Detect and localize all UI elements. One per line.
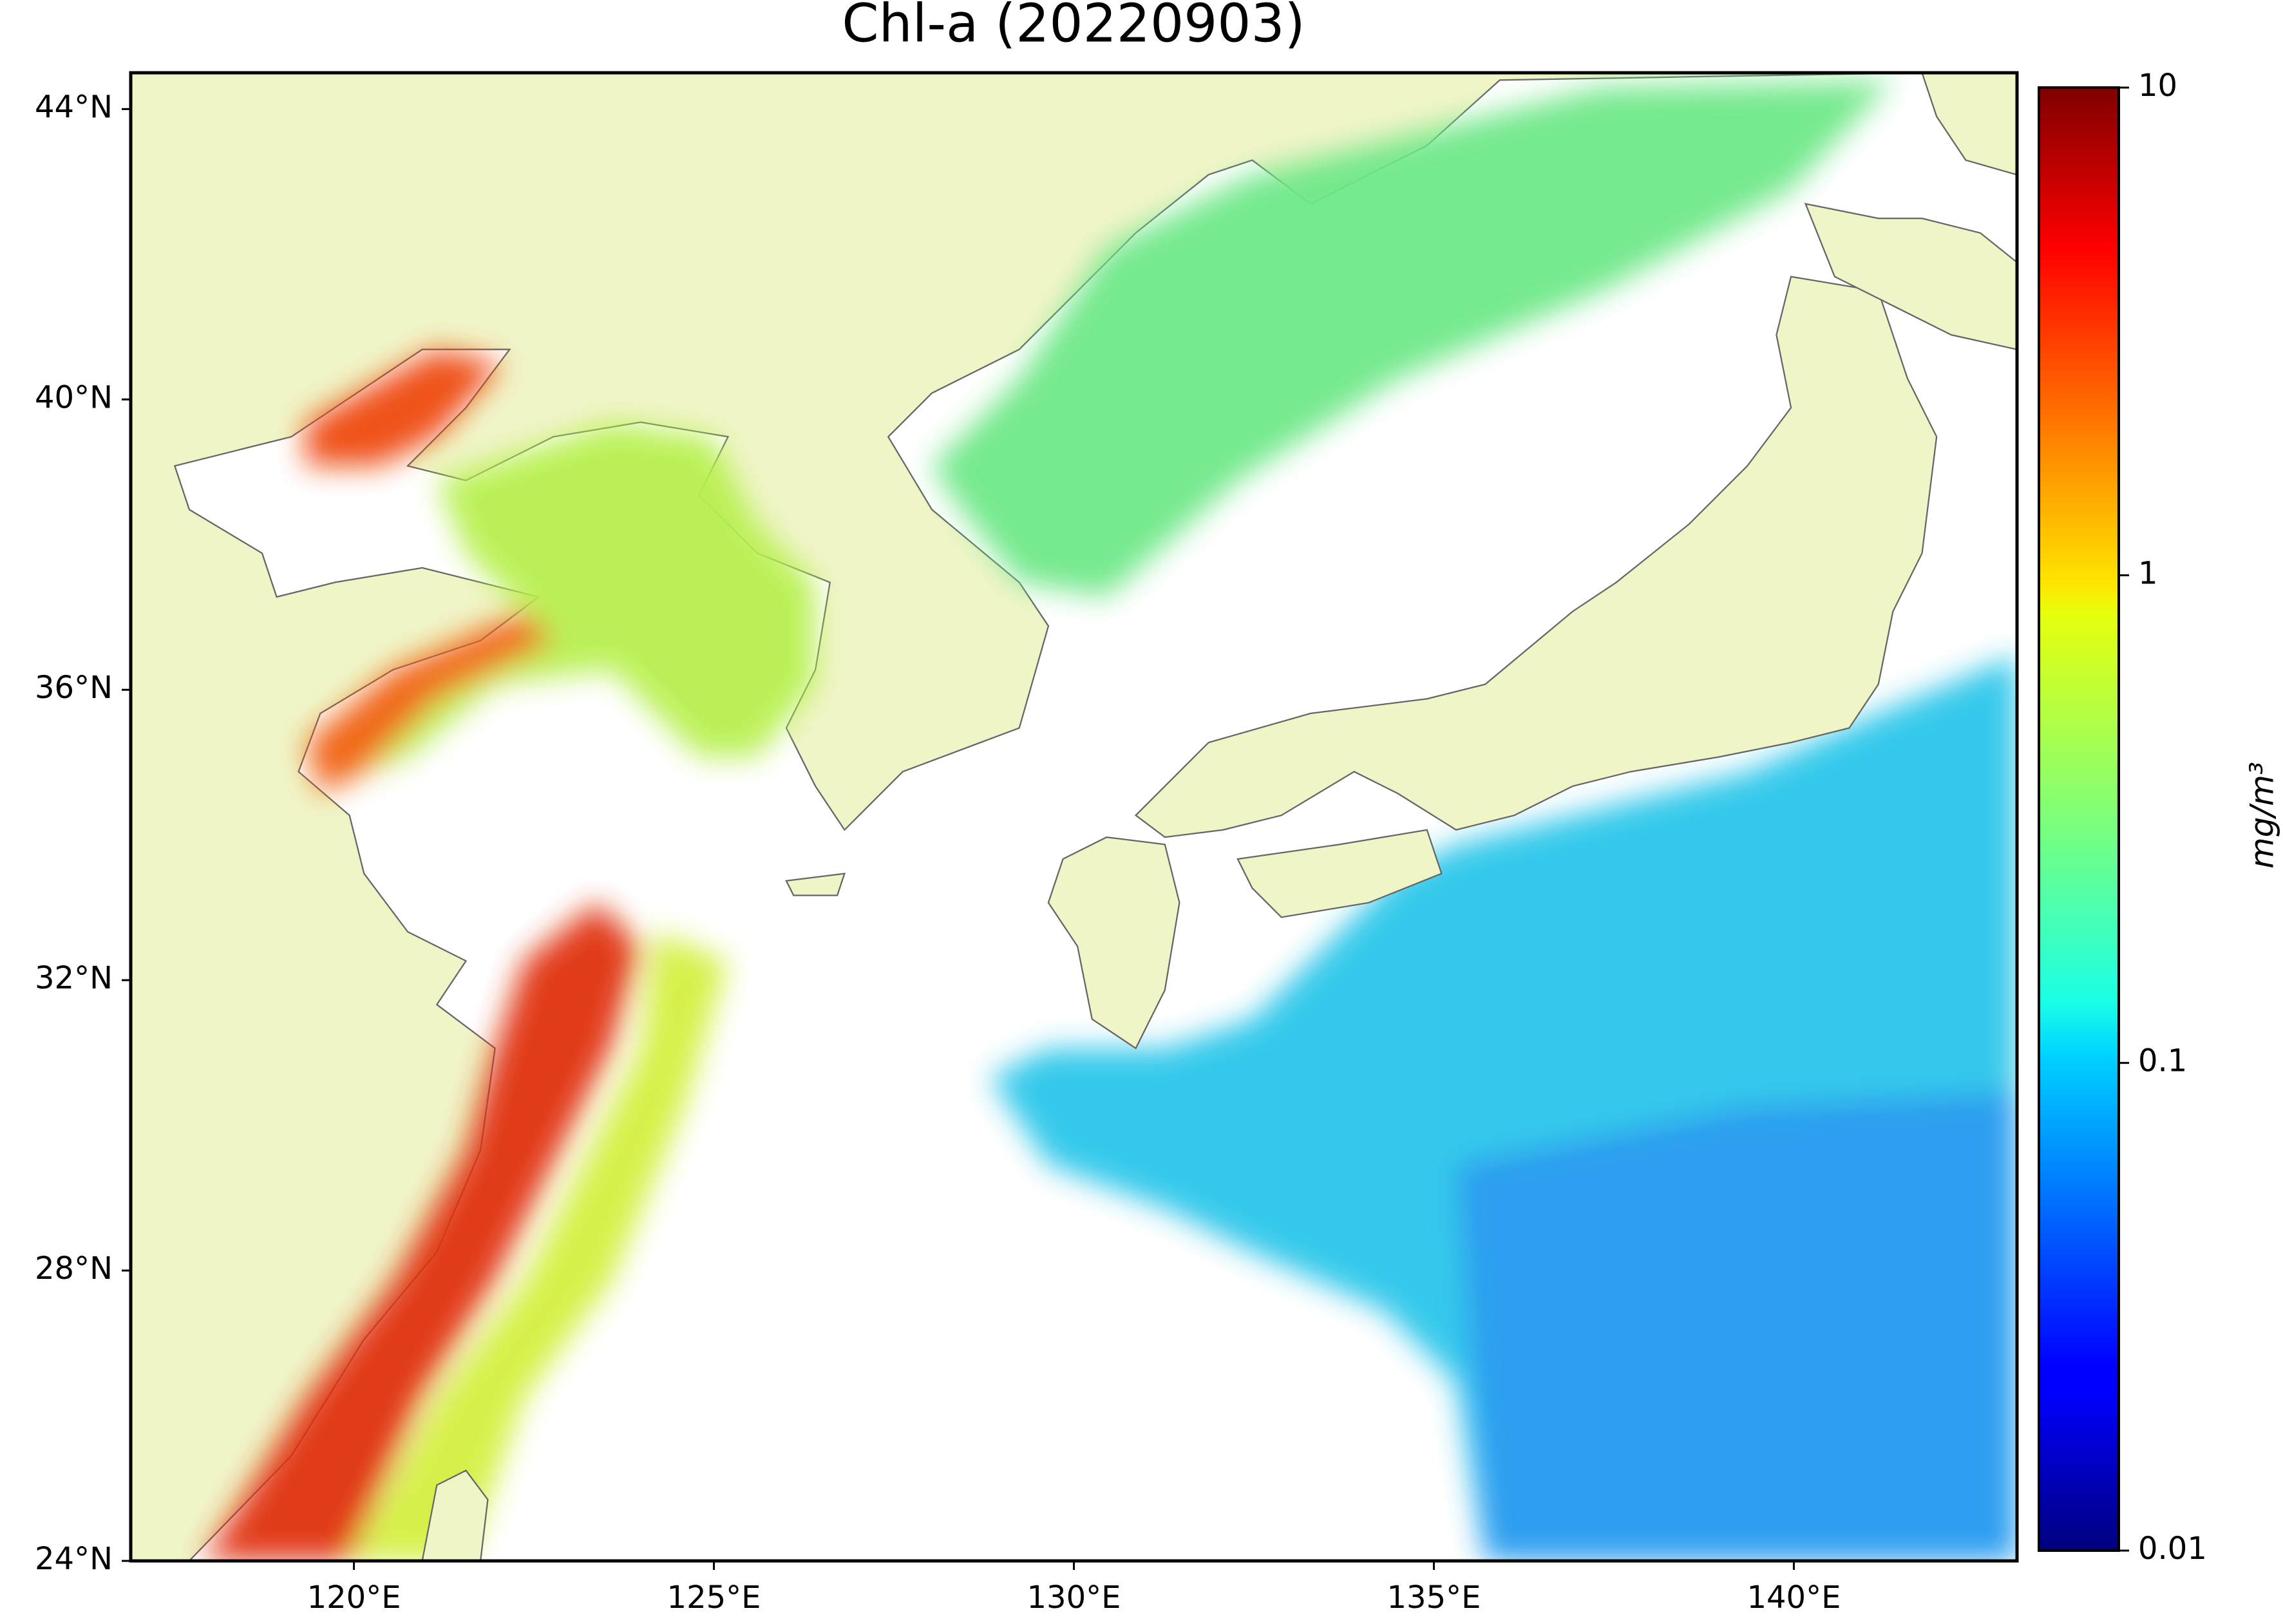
- chl-china-shelf: [349, 932, 728, 1561]
- y-tick-label: 40°N: [35, 379, 113, 415]
- kyushu: [1047, 836, 1180, 1050]
- x-tick-label: 140°E: [1747, 1580, 1841, 1616]
- x-tick-label: 135°E: [1387, 1580, 1481, 1616]
- chl-sea-of-japan: [932, 80, 1893, 598]
- honshu: [1134, 276, 1938, 838]
- colorbar: [2038, 86, 2120, 1552]
- chlorophyll-imagery: [204, 80, 2017, 1561]
- colorbar-label: mg/m³: [2244, 762, 2281, 869]
- y-tick-label: 24°N: [35, 1541, 113, 1577]
- chl-china-coast: [204, 902, 641, 1561]
- colorbar-tick-label: 0.1: [2138, 1043, 2187, 1079]
- colorbar-tick-label: 1: [2138, 555, 2158, 591]
- x-tick-label: 125°E: [667, 1580, 761, 1616]
- map-geometry: [173, 73, 2017, 1561]
- islands: [421, 73, 2017, 1561]
- chart-title: Chl-a (20220903): [842, 0, 1305, 54]
- chl-yellow-sea-coast: [305, 611, 554, 794]
- y-tick-label: 36°N: [35, 670, 113, 706]
- y-tick-label: 32°N: [35, 960, 113, 996]
- chl-pacific-low: [1456, 1091, 2017, 1561]
- map-area: [131, 73, 2017, 1561]
- jeju: [785, 873, 846, 896]
- colorbar-tick-label: 0.01: [2138, 1531, 2207, 1567]
- chl-bohai: [305, 349, 503, 466]
- x-tick-label: 120°E: [307, 1580, 401, 1616]
- shikoku: [1236, 829, 1443, 918]
- y-tick-label: 28°N: [35, 1251, 113, 1287]
- x-tick-label: 130°E: [1027, 1580, 1121, 1616]
- y-tick-label: 44°N: [35, 89, 113, 125]
- colorbar-tick-label: 10: [2138, 68, 2177, 104]
